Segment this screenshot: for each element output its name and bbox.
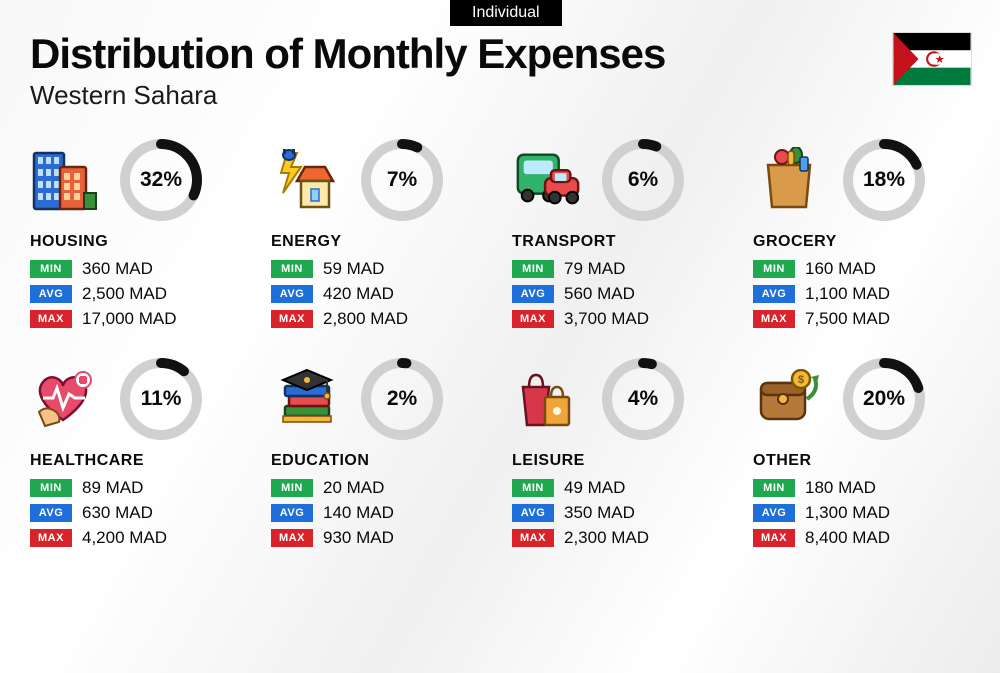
individual-badge: Individual: [450, 0, 562, 26]
percent-donut: 7%: [361, 139, 443, 221]
avg-tag: AVG: [271, 504, 313, 522]
min-value: 79 MAD: [564, 259, 625, 279]
min-tag: MIN: [512, 479, 554, 497]
category-name: HEALTHCARE: [30, 452, 247, 470]
percent-donut: 32%: [120, 139, 202, 221]
avg-tag: AVG: [30, 504, 72, 522]
max-value: 2,300 MAD: [564, 528, 649, 548]
percent-label: 4%: [602, 358, 684, 440]
min-value: 160 MAD: [805, 259, 876, 279]
percent-label: 20%: [843, 358, 925, 440]
max-tag: MAX: [30, 310, 72, 328]
category-name: EDUCATION: [271, 452, 488, 470]
page-subtitle: Western Sahara: [30, 80, 970, 111]
percent-label: 11%: [120, 358, 202, 440]
percent-label: 7%: [361, 139, 443, 221]
svg-text:$: $: [798, 374, 804, 386]
avg-value: 2,500 MAD: [82, 284, 167, 304]
category-card-grocery: 18% GROCERY MIN 160 MAD AVG 1,100 MAD MAX 7…: [753, 139, 970, 334]
avg-tag: AVG: [753, 285, 795, 303]
healthcare-icon: [30, 363, 102, 435]
min-tag: MIN: [753, 479, 795, 497]
category-name: LEISURE: [512, 452, 729, 470]
avg-value: 140 MAD: [323, 503, 394, 523]
max-tag: MAX: [753, 529, 795, 547]
percent-label: 6%: [602, 139, 684, 221]
avg-tag: AVG: [30, 285, 72, 303]
min-value: 59 MAD: [323, 259, 384, 279]
min-tag: MIN: [512, 260, 554, 278]
percent-donut: 20%: [843, 358, 925, 440]
min-value: 180 MAD: [805, 478, 876, 498]
category-card-education: 2% EDUCATION MIN 20 MAD AVG 140 MAD MAX 930…: [271, 358, 488, 553]
grocery-icon: [753, 144, 825, 216]
avg-tag: AVG: [512, 285, 554, 303]
leisure-icon: [512, 363, 584, 435]
min-value: 360 MAD: [82, 259, 153, 279]
percent-donut: 18%: [843, 139, 925, 221]
category-name: ENERGY: [271, 233, 488, 251]
max-value: 3,700 MAD: [564, 309, 649, 329]
category-name: GROCERY: [753, 233, 970, 251]
category-card-other: $ 20% OTHER MIN 180 MAD AVG 1,300 MAD MAX 8…: [753, 358, 970, 553]
min-tag: MIN: [271, 479, 313, 497]
min-tag: MIN: [271, 260, 313, 278]
max-tag: MAX: [271, 529, 313, 547]
avg-value: 420 MAD: [323, 284, 394, 304]
max-tag: MAX: [512, 529, 554, 547]
max-value: 2,800 MAD: [323, 309, 408, 329]
category-name: OTHER: [753, 452, 970, 470]
max-tag: MAX: [753, 310, 795, 328]
max-tag: MAX: [30, 529, 72, 547]
category-card-transport: 6% TRANSPORT MIN 79 MAD AVG 560 MAD MAX 3,7…: [512, 139, 729, 334]
min-tag: MIN: [753, 260, 795, 278]
avg-value: 1,100 MAD: [805, 284, 890, 304]
percent-donut: 2%: [361, 358, 443, 440]
category-name: TRANSPORT: [512, 233, 729, 251]
avg-value: 1,300 MAD: [805, 503, 890, 523]
category-name: HOUSING: [30, 233, 247, 251]
max-value: 8,400 MAD: [805, 528, 890, 548]
page-title: Distribution of Monthly Expenses: [30, 30, 970, 78]
max-value: 17,000 MAD: [82, 309, 177, 329]
min-tag: MIN: [30, 260, 72, 278]
avg-value: 350 MAD: [564, 503, 635, 523]
category-card-healthcare: 11% HEALTHCARE MIN 89 MAD AVG 630 MAD MAX 4…: [30, 358, 247, 553]
percent-donut: 4%: [602, 358, 684, 440]
energy-icon: [271, 144, 343, 216]
percent-donut: 6%: [602, 139, 684, 221]
max-value: 930 MAD: [323, 528, 394, 548]
min-value: 89 MAD: [82, 478, 143, 498]
max-tag: MAX: [271, 310, 313, 328]
flag-icon: [892, 32, 972, 86]
avg-tag: AVG: [512, 504, 554, 522]
percent-label: 18%: [843, 139, 925, 221]
category-card-leisure: 4% LEISURE MIN 49 MAD AVG 350 MAD MAX 2,300…: [512, 358, 729, 553]
avg-value: 630 MAD: [82, 503, 153, 523]
category-card-housing: 32% HOUSING MIN 360 MAD AVG 2,500 MAD MAX 1…: [30, 139, 247, 334]
transport-icon: [512, 144, 584, 216]
min-value: 20 MAD: [323, 478, 384, 498]
max-value: 7,500 MAD: [805, 309, 890, 329]
min-value: 49 MAD: [564, 478, 625, 498]
category-grid: 32% HOUSING MIN360 MAD AVG2,500 MAD MAX1…: [0, 111, 1000, 553]
avg-tag: AVG: [753, 504, 795, 522]
max-tag: MAX: [512, 310, 554, 328]
avg-value: 560 MAD: [564, 284, 635, 304]
other-icon: $: [753, 363, 825, 435]
category-card-energy: 7% ENERGY MIN 59 MAD AVG 420 MAD MAX 2,800 …: [271, 139, 488, 334]
max-value: 4,200 MAD: [82, 528, 167, 548]
percent-donut: 11%: [120, 358, 202, 440]
avg-tag: AVG: [271, 285, 313, 303]
education-icon: [271, 363, 343, 435]
housing-icon: [30, 144, 102, 216]
min-tag: MIN: [30, 479, 72, 497]
percent-label: 32%: [120, 139, 202, 221]
percent-label: 2%: [361, 358, 443, 440]
